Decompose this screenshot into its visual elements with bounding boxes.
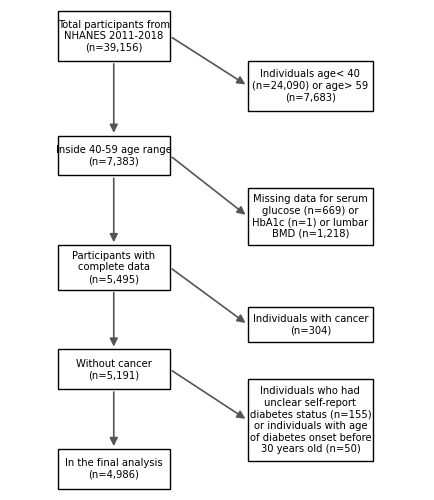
Text: Missing data for serum
glucose (n=669) or
HbA1c (n=1) or lumbar
BMD (n=1,218): Missing data for serum glucose (n=669) o… <box>252 194 368 239</box>
Text: Individuals who had
unclear self-report
diabetes status (n=155)
or individuals w: Individuals who had unclear self-report … <box>249 386 370 454</box>
Text: Individuals with cancer
(n=304): Individuals with cancer (n=304) <box>252 314 367 336</box>
FancyBboxPatch shape <box>57 136 170 175</box>
FancyBboxPatch shape <box>57 449 170 488</box>
FancyBboxPatch shape <box>57 350 170 389</box>
Text: Participants with
complete data
(n=5,495): Participants with complete data (n=5,495… <box>72 251 155 284</box>
Text: Total participants from
NHANES 2011-2018
(n=39,156): Total participants from NHANES 2011-2018… <box>58 20 169 53</box>
FancyBboxPatch shape <box>247 188 372 245</box>
Text: Individuals age< 40
(n=24,090) or age> 59
(n=7,683): Individuals age< 40 (n=24,090) or age> 5… <box>252 70 368 102</box>
FancyBboxPatch shape <box>57 12 170 61</box>
Text: Inside 40-59 age range
(n=7,383): Inside 40-59 age range (n=7,383) <box>56 144 171 167</box>
FancyBboxPatch shape <box>247 307 372 342</box>
FancyBboxPatch shape <box>57 245 170 290</box>
FancyBboxPatch shape <box>247 61 372 111</box>
Text: Without cancer
(n=5,191): Without cancer (n=5,191) <box>76 358 151 380</box>
FancyBboxPatch shape <box>247 380 372 462</box>
Text: In the final analysis
(n=4,986): In the final analysis (n=4,986) <box>65 458 162 479</box>
